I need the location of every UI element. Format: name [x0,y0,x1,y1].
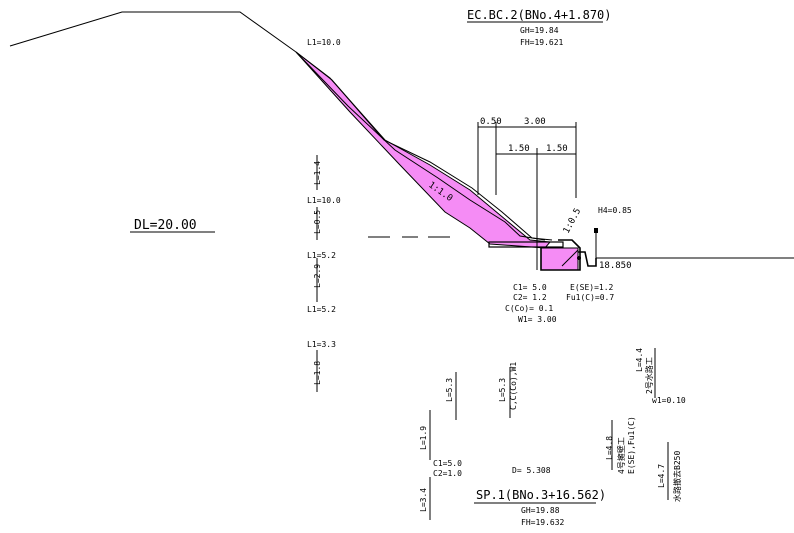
base-plate [488,241,564,248]
datum-label: DL=20.00 [134,218,197,233]
section-fh: FH=19.621 [520,38,564,47]
param-c2: C2= 1.2 [513,293,547,302]
param-cco: C(Co)= 0.1 [505,304,553,313]
section-title: EC.BC.2(BNo.4+1.870) [467,8,612,22]
left-l1-3-3: L1=3.3 [307,340,336,349]
lower-l-5-3b: L=5.3 [498,378,507,402]
ground-line-top [9,11,297,53]
lower-w1-010: w1=0.10 [652,396,686,405]
lower-c1-50: C1=5.0 [433,459,462,468]
lower-l-1-9: L=1.9 [419,426,428,450]
bottom-fh: FH=19.632 [521,518,565,527]
param-ese: E(SE)=1.2 [570,283,614,292]
lower-suiro2: 2号水路工 [644,357,654,394]
left-l-1-4: L=1.4 [313,161,322,185]
gutter-outline [578,251,597,267]
lower-c2-10: C2=1.0 [433,469,462,478]
lower-l-4-7: L=4.7 [657,464,666,488]
left-l1-5-2a: L1=5.2 [307,251,336,260]
section-gh: GH=19.84 [520,26,559,35]
wall-diagonal [561,249,579,267]
wall-marker [577,256,581,260]
bottom-gh: GH=19.88 [521,506,560,515]
lower-l-4-8: L=4.8 [605,436,614,460]
left-arrows [316,155,669,520]
lower-yoheki4: 4号擁壁工 [616,437,626,474]
param-fu1: Fu1(C)=0.7 [566,293,614,302]
lower-c-cco-w1: C,C(Co),W1 [509,362,518,410]
h4-post-cap [594,228,598,233]
slope-line-inner [295,51,546,241]
left-l1-top: L1=10.0 [307,38,341,47]
lower-ese-fu1c: E(SE),Fu1(C) [627,416,636,474]
lower-suiro-tekkyo: 水路撤去B250 [672,451,682,502]
lower-l-4-4: L=4.4 [635,348,644,372]
dim-0-50: 0.50 [480,117,502,127]
slope-1-05: 1:0.5 [562,207,584,236]
bottom-title: SP.1(BNo.3+16.562) [476,488,606,502]
dim-1-50b: 1.50 [546,144,568,154]
left-l1-5-2b: L1=5.2 [307,305,336,314]
retaining-wall-block [540,247,579,271]
h4-label: H4=0.85 [598,206,632,215]
slope-line-outer [295,51,553,241]
param-c1: C1= 5.0 [513,283,547,292]
lower-d-5308: D= 5.308 [512,466,551,475]
left-l-2-9: L=2.9 [313,264,322,288]
lower-l-3-4: L=3.4 [419,488,428,512]
left-l1-10: L1=10.0 [307,196,341,205]
lower-l-5-3a: L=5.3 [445,378,454,402]
elev-label: 18.850 [599,261,632,271]
dim-1-50a: 1.50 [508,144,530,154]
param-w1: W1= 3.00 [518,315,557,324]
left-l-0-5: L=0.5 [313,210,322,234]
dim-3-00: 3.00 [524,117,546,127]
left-l-1-8: L=1.8 [313,361,322,385]
